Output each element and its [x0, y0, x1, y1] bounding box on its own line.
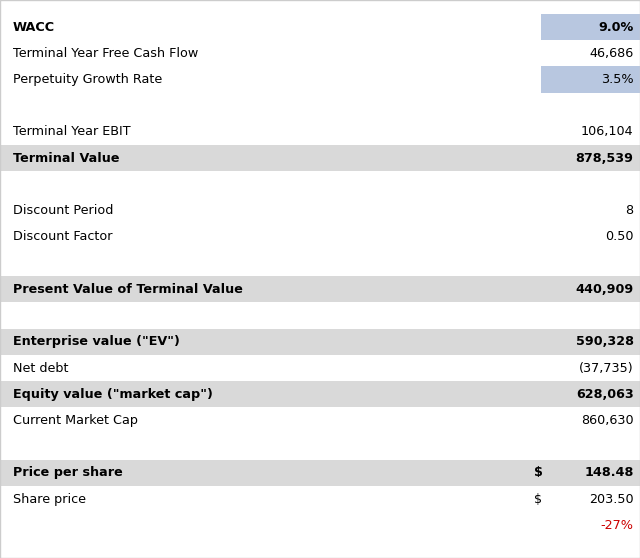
- Text: 106,104: 106,104: [581, 126, 634, 138]
- Text: Equity value ("market cap"): Equity value ("market cap"): [13, 388, 212, 401]
- Text: 0.50: 0.50: [605, 230, 634, 243]
- Bar: [0, 381, 640, 407]
- Bar: [541, 14, 640, 40]
- Text: $: $: [534, 493, 543, 506]
- Bar: [0, 276, 640, 302]
- Text: 440,909: 440,909: [575, 283, 634, 296]
- Bar: [0, 460, 640, 486]
- Text: (37,735): (37,735): [579, 362, 634, 374]
- Text: Net debt: Net debt: [13, 362, 68, 374]
- Text: Discount Period: Discount Period: [13, 204, 113, 217]
- Text: 46,686: 46,686: [589, 47, 634, 60]
- Text: Terminal Year Free Cash Flow: Terminal Year Free Cash Flow: [13, 47, 198, 60]
- Text: 9.0%: 9.0%: [598, 21, 634, 33]
- Text: $: $: [534, 466, 543, 479]
- Text: Perpetuity Growth Rate: Perpetuity Growth Rate: [13, 73, 162, 86]
- Text: Terminal Value: Terminal Value: [13, 152, 119, 165]
- Text: Price per share: Price per share: [13, 466, 122, 479]
- Text: Current Market Cap: Current Market Cap: [13, 414, 138, 427]
- Bar: [0, 329, 640, 355]
- Text: 8: 8: [625, 204, 634, 217]
- Text: 203.50: 203.50: [589, 493, 634, 506]
- Text: Share price: Share price: [13, 493, 86, 506]
- Bar: [0, 145, 640, 171]
- Text: Enterprise value ("EV"): Enterprise value ("EV"): [13, 335, 180, 348]
- Text: Discount Factor: Discount Factor: [13, 230, 112, 243]
- Text: WACC: WACC: [13, 21, 55, 33]
- Text: 878,539: 878,539: [575, 152, 634, 165]
- Text: Present Value of Terminal Value: Present Value of Terminal Value: [13, 283, 243, 296]
- Text: -27%: -27%: [600, 519, 634, 532]
- Text: 590,328: 590,328: [575, 335, 634, 348]
- Text: 148.48: 148.48: [584, 466, 634, 479]
- Text: 3.5%: 3.5%: [601, 73, 634, 86]
- Bar: [541, 66, 640, 93]
- Text: 628,063: 628,063: [576, 388, 634, 401]
- Text: Terminal Year EBIT: Terminal Year EBIT: [13, 126, 131, 138]
- Text: 860,630: 860,630: [581, 414, 634, 427]
